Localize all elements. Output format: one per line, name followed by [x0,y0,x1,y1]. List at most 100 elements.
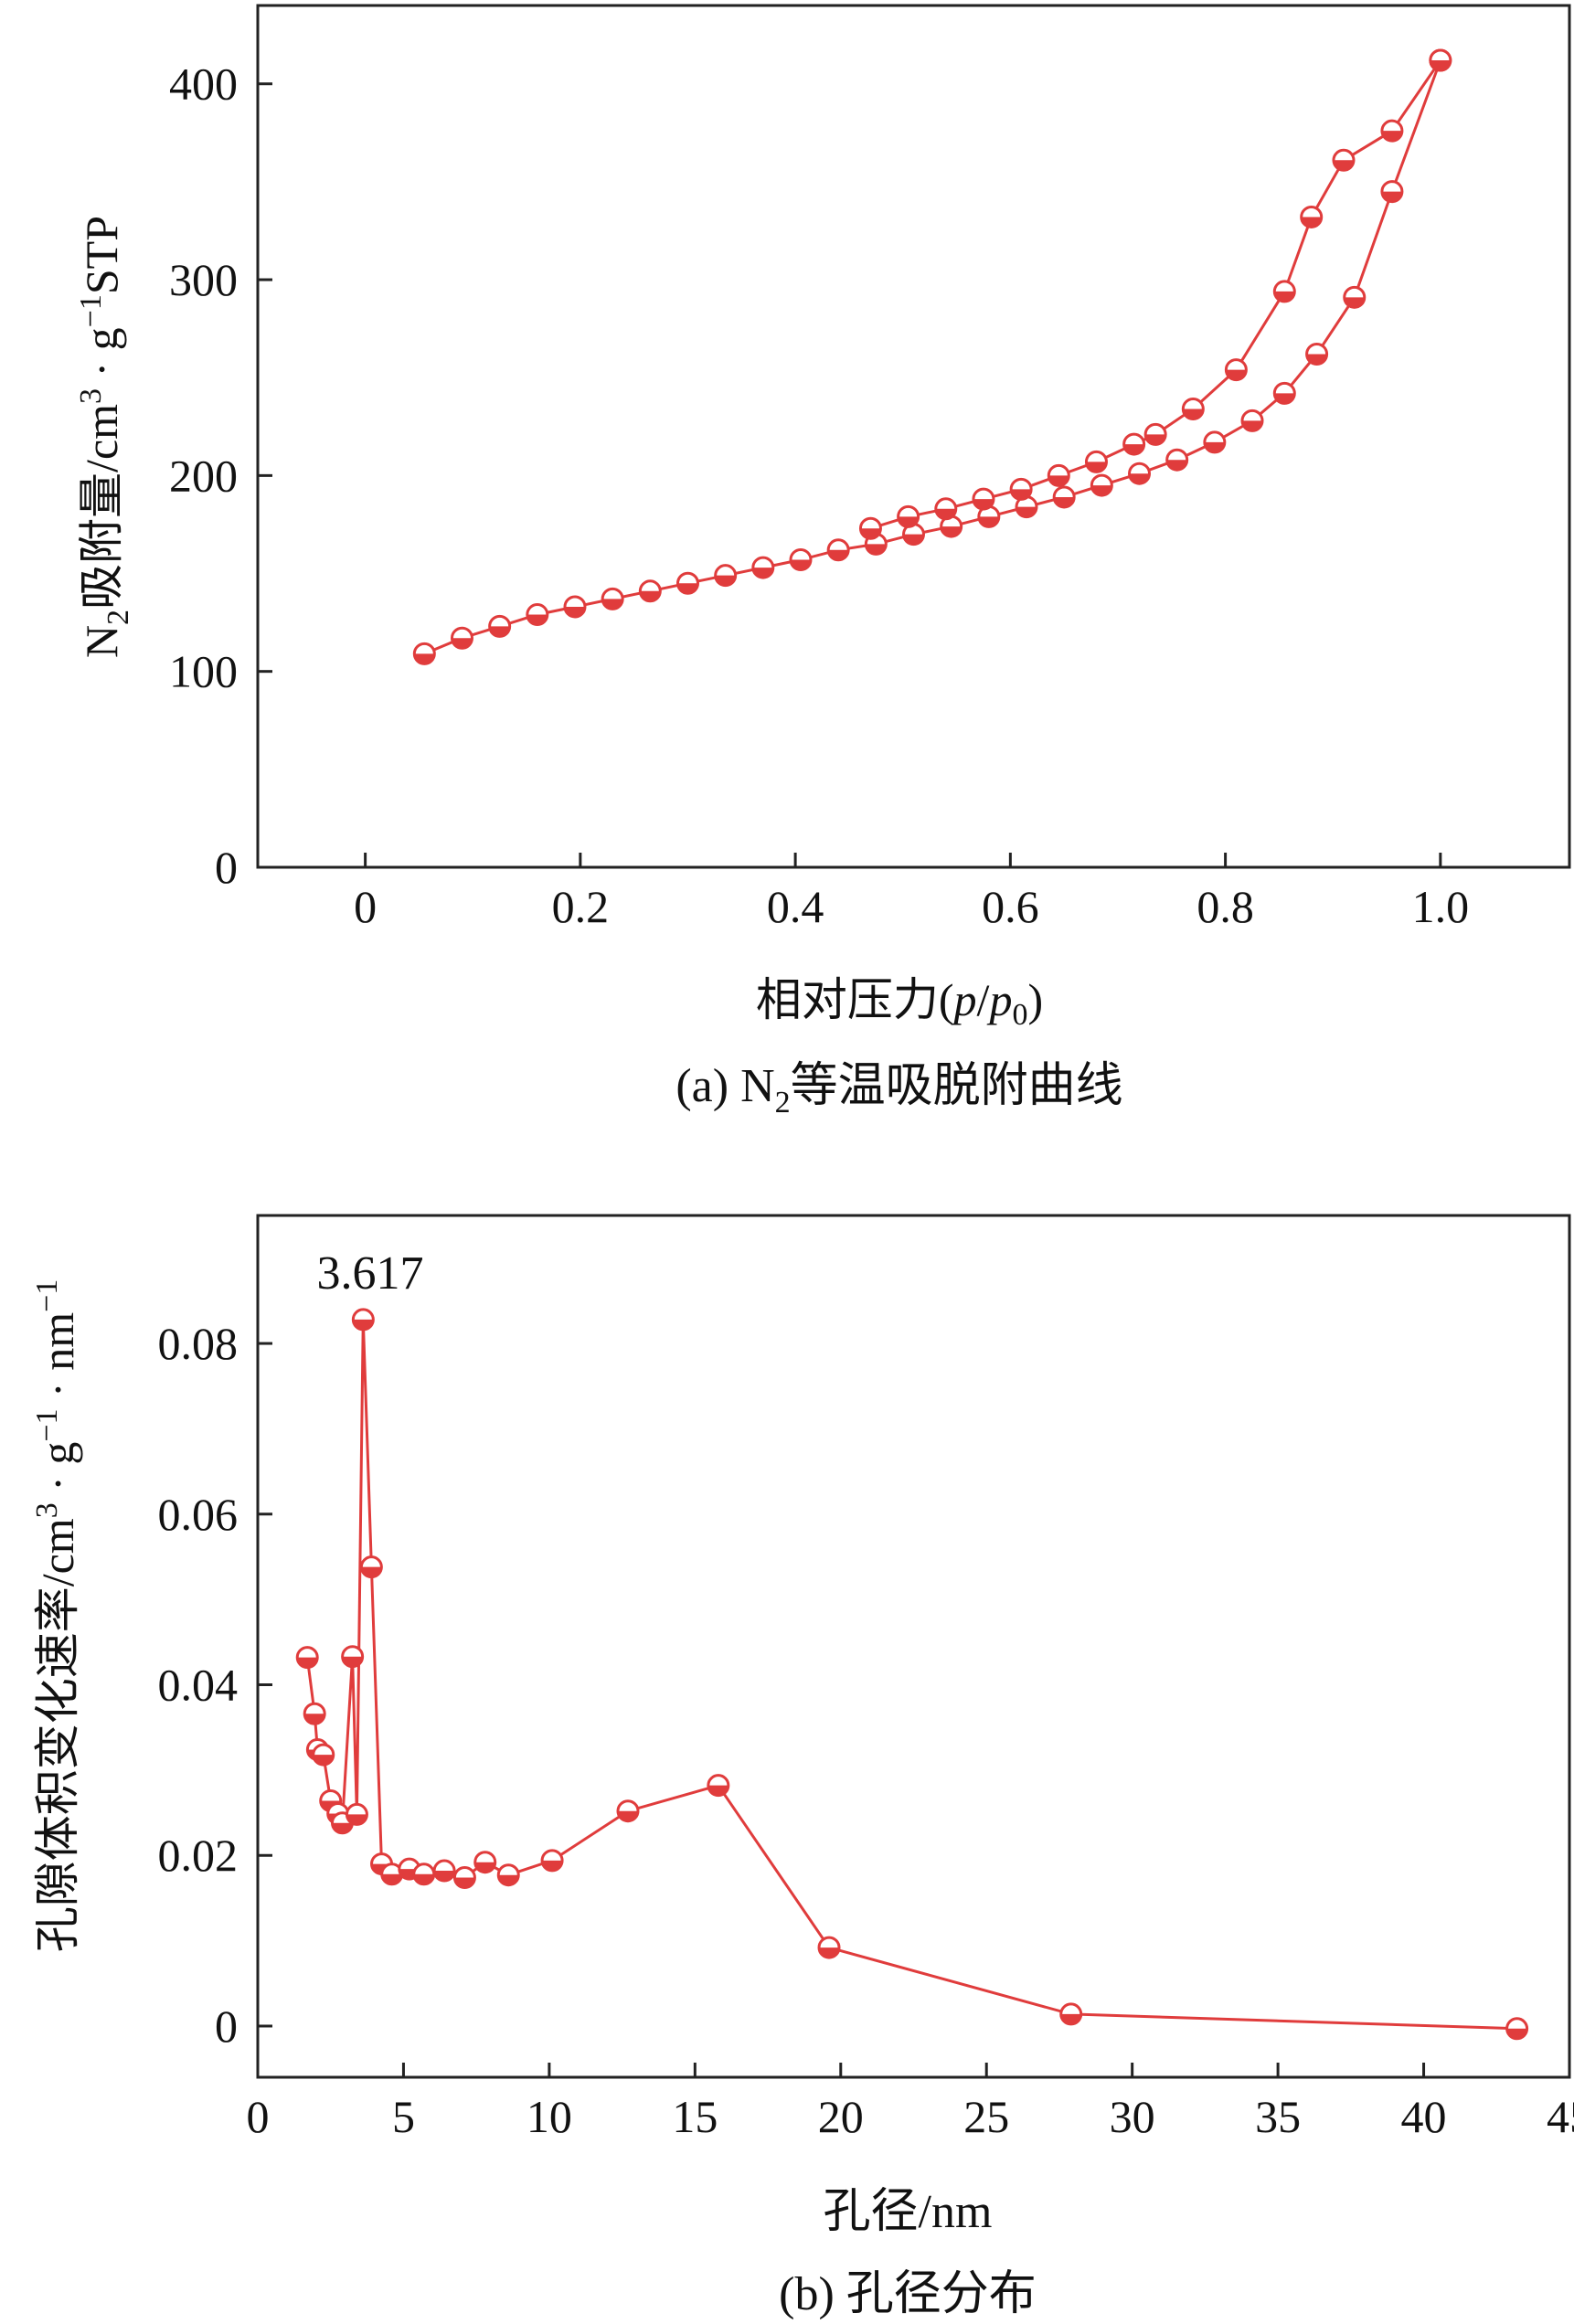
x-tick-label: 20 [818,2091,864,2142]
y-tick-label: 100 [169,646,238,697]
data-point [540,1849,564,1873]
data-point [1165,448,1189,472]
x-tick-label: 30 [1110,2091,1155,2142]
y-tick-label: 0 [215,2000,238,2052]
data-point [450,626,473,650]
data-point [1143,422,1167,446]
data-point [1332,148,1356,172]
data-point [1429,48,1452,72]
series-lines [423,59,1442,655]
data-point [616,1799,640,1823]
y-axis-label: 孔隙体积变化速率/cm3 · g−1 · nm−1 [30,1279,83,1953]
data-point [934,497,958,521]
y-tick-label: 0.04 [158,1660,239,1711]
y-tick-label: 0.02 [158,1830,239,1881]
data-point [526,603,549,627]
x-tick-label: 0.6 [982,881,1039,932]
x-tick-label: 5 [392,2091,415,2142]
data-point [1272,381,1296,405]
x-tick-label: 0 [354,881,377,932]
data-point [345,1802,368,1826]
data-point [1047,463,1070,487]
data-point [1240,409,1264,432]
y-tick-label: 400 [169,58,238,110]
data-point [1052,485,1076,509]
x-tick-label: 10 [526,2091,572,2142]
x-tick-label: 15 [672,2091,718,2142]
data-point [1224,358,1248,382]
axis-ticks: 0 5 10 15 20 25 30 35 40 45 0 0.02 0.04 0.06 0.08 [158,1318,1574,2142]
data-point [817,1936,841,1959]
data-point [858,516,882,540]
data-point [303,1702,326,1725]
data-point [1122,432,1146,456]
x-tick-label: 1.0 [1412,881,1470,932]
series-line-pore-size-distribution [305,1319,1517,2031]
data-point [1128,462,1152,485]
x-tick-label: 0 [247,2091,270,2142]
series-line-adsorption [423,59,1442,655]
chart-caption: (a) N2等温吸脱附曲线 [675,1060,1122,1120]
x-tick-label: 0.8 [1196,881,1254,932]
data-point [488,614,512,638]
data-point [563,595,587,619]
y-tick-label: 300 [169,254,238,305]
data-point [1505,2017,1529,2041]
data-point [1380,119,1404,143]
y-tick-label: 0.08 [158,1318,239,1369]
series-markers [295,1308,1529,2041]
x-tick-label: 25 [963,2091,1009,2142]
data-point [359,1555,383,1579]
data-point [1272,280,1296,303]
data-point [452,1866,476,1890]
axis-ticks: 0 0.2 0.4 0.6 0.8 1.0 0 100 200 300 400 [169,58,1469,932]
data-point [496,1863,520,1887]
adsorption-isotherm-chart: 0 0.2 0.4 0.6 0.8 1.0 0 100 200 300 400 N2吸附量/cm3 … [74,4,1571,1120]
data-point [675,571,699,595]
data-point [473,1851,497,1874]
y-tick-label: 0.06 [158,1489,239,1540]
data-point [751,556,775,579]
data-point [1300,205,1324,228]
x-axis-label: 孔径/nm [824,2186,993,2238]
data-point [1203,430,1227,454]
data-point [789,548,813,572]
data-point [1084,450,1108,473]
y-tick-label: 0 [215,842,238,893]
data-point [1009,477,1033,501]
data-point [398,1857,421,1881]
data-point [601,587,624,610]
x-axis-label: 相对压力(p/p0) [756,974,1043,1032]
data-point [341,1645,365,1669]
data-point [351,1308,375,1332]
x-tick-label: 35 [1255,2091,1301,2142]
series-markers [412,48,1452,665]
data-point [412,642,436,665]
data-point [1059,2002,1083,2026]
plot-frame [256,4,1571,869]
y-axis-label: N2吸附量/cm3 · g−1STP [74,216,135,658]
data-point [977,504,1001,528]
data-point [972,487,995,511]
data-point [330,1811,354,1835]
x-tick-label: 0.4 [767,881,824,932]
x-tick-label: 45 [1547,2091,1574,2142]
pore-size-distribution-chart: 0 5 10 15 20 25 30 35 40 45 0 0.02 0.04 0.06 0.08 3.61… [30,1214,1574,2320]
data-point [1181,397,1205,420]
x-tick-label: 0.2 [552,881,610,932]
data-point [1380,180,1404,204]
series-line-desorption [870,59,1442,530]
data-point [312,1743,335,1767]
data-point [826,538,850,562]
x-tick-label: 40 [1401,2091,1447,2142]
series-lines [305,1319,1517,2031]
chart-caption: (b) 孔径分布 [779,2268,1037,2320]
plot-frame [256,1214,1571,2079]
peak-annotation: 3.617 [317,1247,424,1300]
data-point [432,1859,456,1883]
data-point [412,1862,436,1886]
data-point [1090,473,1113,497]
data-point [897,504,920,528]
data-point [1343,285,1367,309]
